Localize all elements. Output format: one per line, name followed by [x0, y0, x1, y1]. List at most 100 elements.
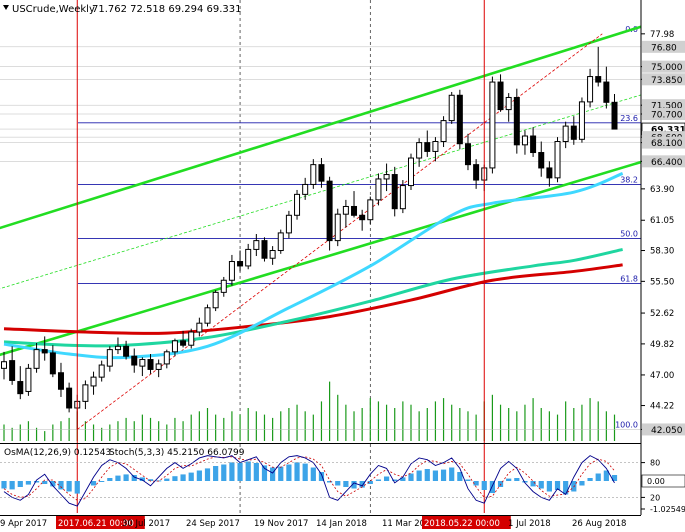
osma-bar-35	[294, 462, 300, 481]
osma-bar-63	[522, 481, 528, 483]
osma-bar-10	[90, 481, 97, 486]
candle-body-11	[90, 376, 97, 387]
candle-body-15	[123, 345, 130, 357]
osc-tick-label-2: 0.00	[647, 477, 665, 486]
osma-bar-50	[416, 470, 422, 481]
price-tag-label-8: 66.400	[651, 158, 683, 168]
osma-bar-12	[107, 478, 113, 481]
candle-body-54	[440, 120, 447, 143]
candle-body-66	[538, 152, 545, 169]
candle-body-48	[391, 174, 398, 210]
osma-bar-74	[611, 475, 618, 481]
candle-body-71	[578, 101, 585, 140]
price-tick-label-13: 49.82	[650, 340, 674, 350]
osma-bar-27	[229, 462, 235, 481]
candle-body-38	[310, 164, 317, 185]
osma-bar-1	[9, 481, 15, 490]
osma-bar-62	[514, 478, 520, 481]
fib-level-label-1: 23.6	[620, 114, 638, 123]
osma-bar-68	[563, 481, 569, 495]
price-tick-label-8: 63.90	[650, 185, 674, 195]
osma-bar-0	[1, 481, 7, 489]
osc-tick-label-0: 80	[650, 459, 660, 468]
osma-bar-9	[74, 481, 80, 494]
candle-body-17	[139, 359, 146, 367]
candle-body-72	[587, 76, 594, 103]
osma-bar-57	[473, 481, 479, 486]
price-tag-label-7: 68.100	[651, 139, 683, 149]
channel-line-1	[0, 158, 648, 357]
osma-bar-61	[506, 478, 512, 481]
osma-bar-56	[465, 479, 471, 481]
price-tag-bg-7	[642, 136, 685, 149]
candle-body-18	[147, 359, 154, 370]
osma-bar-2	[17, 481, 23, 487]
candle-body-0	[1, 361, 7, 369]
osma-bar-58	[481, 481, 487, 490]
candle-body-35	[285, 214, 292, 234]
moving-average-0	[3, 263, 623, 335]
price-tag-bg-9	[642, 423, 685, 436]
osma-bar-25	[213, 466, 219, 481]
candle-body-65	[530, 135, 537, 154]
oscillator-header: OsMA(12,26,9) 0.12543 Stoch(5,3,3) 45.21…	[4, 448, 245, 458]
osma-bar-65	[538, 481, 544, 489]
osma-bar-13	[115, 475, 121, 481]
moving-average-2	[3, 172, 624, 360]
candle-body-7	[57, 372, 64, 390]
candle-body-21	[171, 340, 178, 353]
osma-bar-15	[131, 475, 137, 481]
time-label-5: 14 Jan 2018	[316, 519, 367, 529]
candle-body-60	[489, 81, 496, 169]
time-label-4: 19 Nov 2017	[254, 519, 308, 529]
candle-body-6	[49, 352, 56, 375]
dropdown-triangle-icon[interactable]	[3, 5, 9, 10]
candle-body-62	[505, 96, 512, 111]
osma-bar-40	[335, 481, 341, 486]
price-tick-label-0: 77.98	[650, 30, 674, 40]
time-label-0: 9 Apr 2017	[0, 519, 47, 529]
fib-level-label-2: 38.2	[620, 175, 638, 184]
osma-bar-19	[164, 478, 170, 481]
candle-body-75	[611, 101, 618, 130]
osma-bar-28	[237, 463, 243, 481]
candle-body-44	[359, 214, 366, 221]
time-label-8: 1 Jul 2018	[508, 519, 551, 529]
osma-bar-43	[359, 481, 365, 488]
stoch-readout: Stoch(5,3,3) 45.2150 66.0799	[109, 448, 245, 458]
osma-bar-72	[595, 473, 601, 481]
osma-bar-26	[221, 464, 227, 481]
osma-bar-30	[253, 463, 259, 481]
candle-body-14	[114, 345, 121, 351]
candle-body-13	[106, 349, 113, 367]
osma-bar-6	[50, 481, 56, 487]
symbol-label: USCrude,Weekly	[12, 4, 95, 15]
osma-bar-38	[318, 472, 325, 481]
candle-body-3	[25, 367, 32, 392]
time-label-3: 24 Sep 2017	[186, 519, 240, 529]
price-tag-bg-4	[642, 107, 685, 120]
osc-tick-label-3: -1.02549	[650, 505, 685, 514]
ohlc-readout: 71.762 72.518 69.294 69.331	[92, 4, 242, 15]
candle-body-74	[603, 81, 610, 103]
osc-zero-tag	[641, 474, 685, 488]
osma-bar-8	[66, 481, 72, 492]
time-label-highlight-7	[422, 516, 511, 529]
osma-bar-67	[554, 481, 561, 490]
moving-average-1	[3, 247, 623, 348]
candle-body-58	[473, 164, 480, 181]
price-tick-label-11: 55.50	[650, 277, 674, 287]
chart-header: USCrude,Weekly 71.762 72.518 69.294 69.3…	[3, 4, 242, 15]
osma-bar-42	[351, 481, 357, 489]
osma-bar-34	[286, 464, 292, 481]
osma-bar-24	[204, 468, 211, 481]
candle-body-29	[237, 261, 244, 267]
candle-body-43	[351, 205, 358, 216]
candle-body-30	[245, 248, 252, 267]
candlesticks	[1, 46, 618, 430]
osma-bar-29	[245, 461, 251, 481]
osma-bar-22	[188, 472, 194, 481]
candle-body-20	[163, 351, 170, 365]
